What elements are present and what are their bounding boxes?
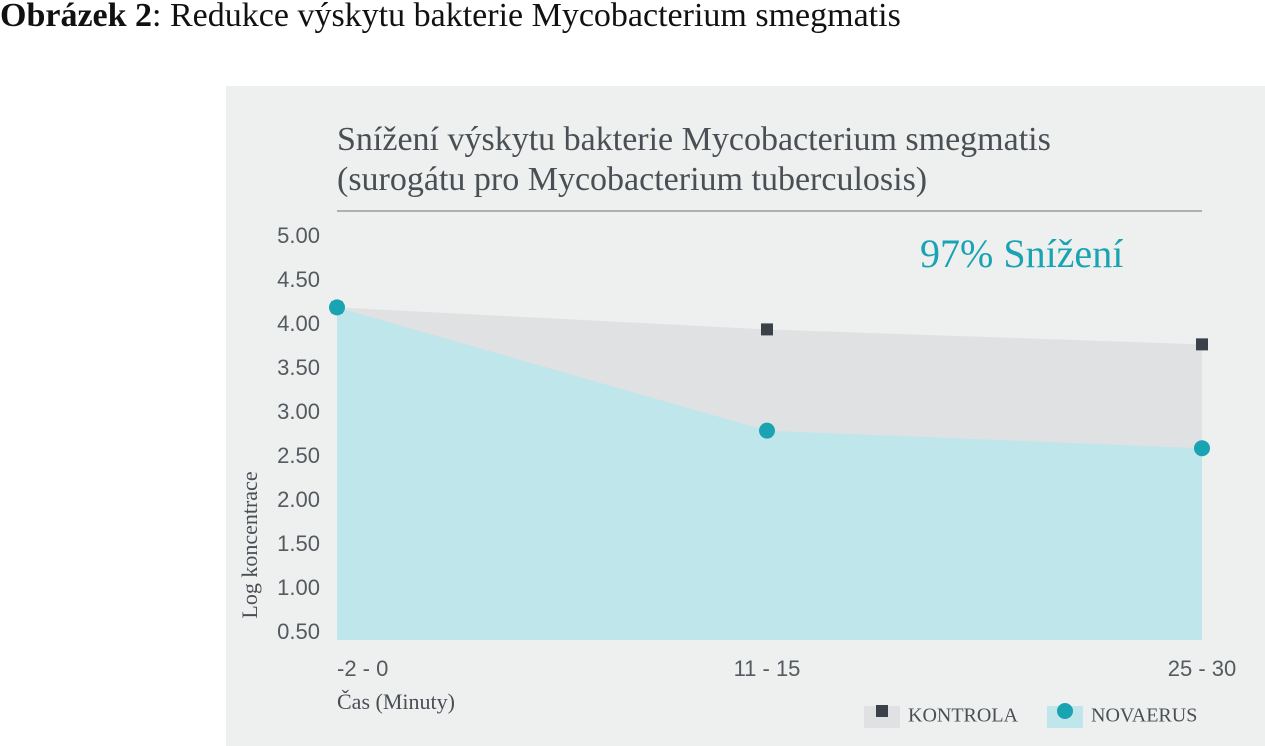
- figure-caption: : Redukce výskytu bakterie Mycobacterium…: [152, 0, 901, 34]
- y-tick-label: 3.50: [277, 355, 320, 380]
- y-tick-label: 1.50: [277, 531, 320, 556]
- y-tick-label: 4.00: [277, 311, 320, 336]
- x-tick-label: 11 - 15: [734, 656, 801, 681]
- y-tick-label: 4.50: [277, 267, 320, 292]
- y-tick-label: 2.00: [277, 487, 320, 512]
- area: [337, 307, 1202, 640]
- x-tick-label: -2 - 0: [337, 656, 388, 681]
- legend-marker: [876, 705, 888, 717]
- x-tick-label: 25 - 30: [1168, 656, 1237, 681]
- figure-label: Obrázek 2: [0, 0, 152, 34]
- figure-caption-line: Obrázek 2: Redukce výskytu bakterie Myco…: [0, 0, 901, 34]
- marker: [759, 422, 775, 439]
- y-tick-label: 3.00: [277, 399, 320, 424]
- marker: [1196, 338, 1208, 351]
- x-axis-label: Čas (Minuty): [337, 689, 455, 714]
- legend-marker: [1057, 703, 1073, 719]
- legend-label: NOVAERUS: [1091, 705, 1197, 727]
- y-axis-label: Log koncentrace: [237, 471, 262, 618]
- chart-title-line: Snížení výskytu bakterie Mycobacterium s…: [337, 121, 1051, 158]
- chart-title-line: (surogátu pro Mycobacterium tuberculosis…: [337, 161, 927, 198]
- annotation: 97% Snížení: [920, 231, 1123, 276]
- marker: [761, 323, 773, 336]
- y-tick-label: 5.00: [277, 223, 320, 248]
- y-tick-label: 2.50: [277, 443, 320, 468]
- marker: [1194, 440, 1210, 457]
- y-tick-label: 1.00: [277, 575, 320, 600]
- y-tick-label: 0.50: [277, 619, 320, 644]
- marker: [329, 299, 345, 316]
- legend-label: KONTROLA: [908, 705, 1019, 727]
